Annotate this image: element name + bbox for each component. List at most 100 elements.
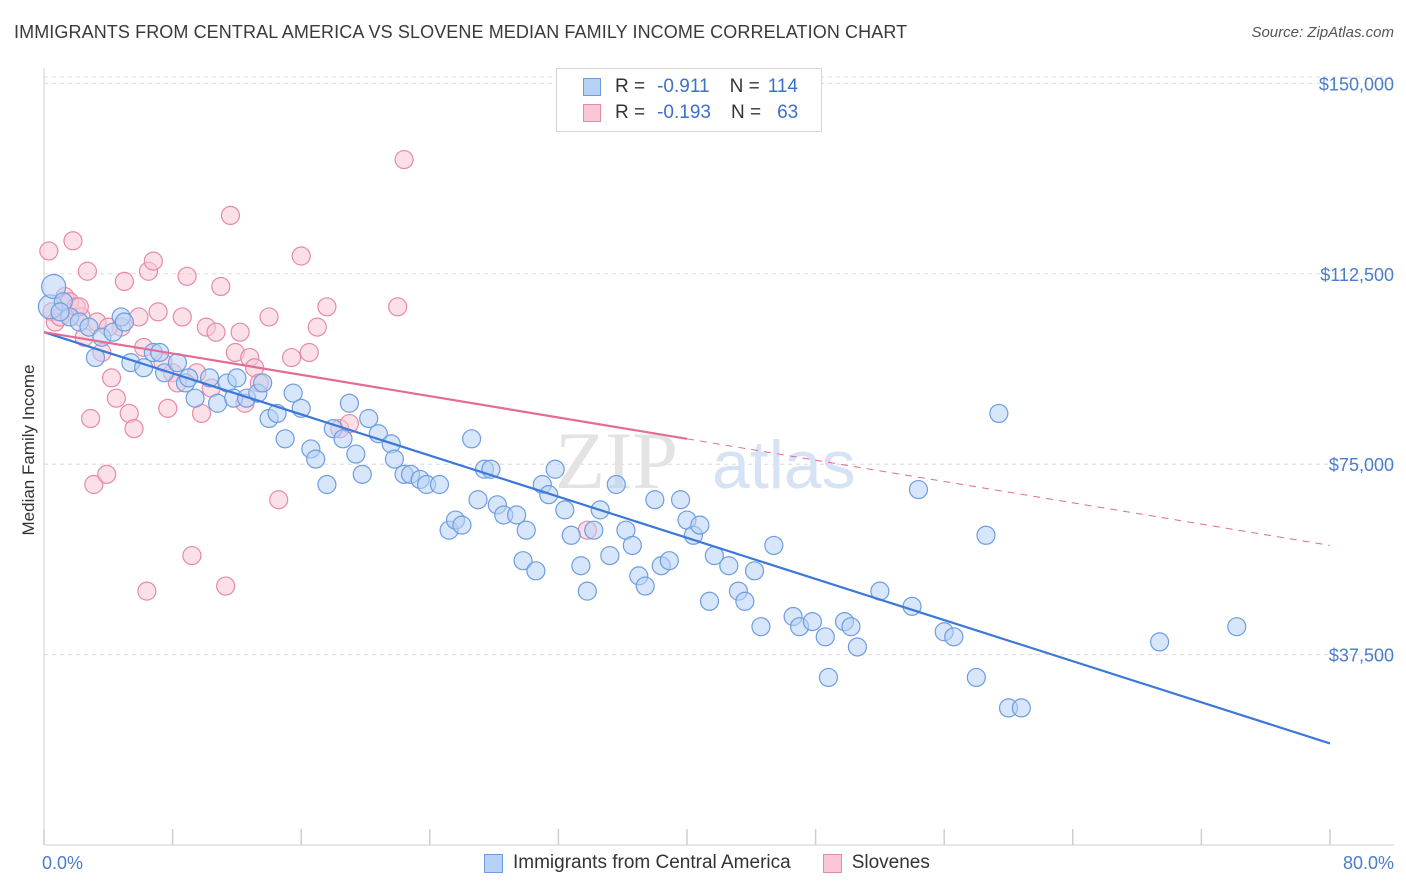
r-label: R =: [615, 102, 646, 123]
point-central-america: [966, 667, 986, 688]
point-central-america: [622, 535, 642, 556]
point-slovenes: [230, 322, 250, 342]
point-central-america: [352, 464, 372, 484]
point-central-america: [114, 312, 134, 332]
point-slovenes: [388, 297, 408, 317]
legend-swatch-slovenes: [583, 104, 601, 122]
point-slovenes: [317, 297, 337, 317]
point-slovenes: [206, 322, 226, 342]
r-value: -0.193: [657, 102, 711, 123]
point-central-america: [346, 444, 366, 464]
point-central-america: [516, 520, 536, 540]
point-central-america: [818, 667, 839, 688]
point-slovenes: [148, 302, 168, 322]
point-central-america: [50, 302, 70, 322]
point-slovenes: [84, 474, 104, 495]
point-slovenes: [77, 261, 98, 281]
legend-label: Immigrants from Central America: [513, 852, 791, 873]
point-central-america: [976, 525, 996, 545]
point-central-america: [744, 561, 765, 581]
point-slovenes: [299, 342, 319, 363]
legend-label: Slovenes: [851, 852, 930, 873]
point-slovenes: [211, 276, 231, 297]
point-slovenes: [124, 419, 144, 439]
point-slovenes: [259, 307, 279, 327]
point-central-america: [690, 515, 710, 535]
trend-line-slovenes: [43, 331, 688, 440]
point-central-america: [1150, 632, 1170, 652]
point-central-america: [606, 474, 626, 495]
point-central-america: [670, 490, 691, 510]
n-value: 114: [767, 76, 798, 97]
point-central-america: [275, 429, 295, 449]
watermark: ZIP atlas: [555, 415, 856, 506]
point-slovenes: [281, 347, 302, 368]
point-central-america: [545, 459, 565, 479]
point-central-america: [555, 500, 575, 520]
y-axis-label: Median Family Income: [19, 364, 38, 535]
point-slovenes: [137, 581, 157, 601]
trend-lines: [43, 331, 1331, 745]
y-tick-label: $150,000: [1319, 74, 1394, 94]
point-central-america: [908, 479, 929, 500]
point-central-america: [208, 393, 228, 413]
point-slovenes: [291, 246, 311, 266]
point-slovenes: [39, 241, 59, 261]
point-slovenes: [63, 231, 83, 251]
legend-swatch: [484, 853, 503, 873]
series-legend: Immigrants from Central America Slovenes: [484, 852, 962, 874]
point-slovenes: [307, 317, 327, 337]
point-slovenes: [269, 490, 289, 510]
legend-item-central-america[interactable]: Immigrants from Central America: [484, 852, 791, 874]
trend-line-central-america: [43, 331, 1331, 745]
point-slovenes: [114, 271, 134, 292]
point-central-america: [659, 551, 679, 571]
point-central-america: [645, 490, 665, 510]
point-central-america: [507, 505, 527, 525]
point-central-america: [944, 627, 964, 647]
chart-title: IMMIGRANTS FROM CENTRAL AMERICA VS SLOVE…: [14, 22, 908, 42]
point-slovenes: [216, 576, 236, 596]
point-slovenes: [177, 266, 197, 286]
point-central-america: [199, 368, 220, 388]
point-central-america: [384, 449, 405, 469]
point-slovenes: [143, 251, 163, 271]
point-central-america: [79, 317, 99, 337]
axes: [43, 68, 1394, 846]
point-slovenes: [220, 205, 241, 225]
point-slovenes: [81, 408, 101, 429]
r-value: -0.911: [657, 76, 710, 97]
point-central-america: [339, 393, 360, 413]
point-slovenes: [158, 398, 178, 418]
r-label: R =: [615, 76, 646, 97]
point-central-america: [468, 490, 488, 510]
point-slovenes: [172, 307, 192, 327]
legend-item-slovenes[interactable]: Slovenes: [822, 852, 930, 874]
point-central-america: [461, 429, 482, 449]
point-slovenes: [182, 545, 202, 566]
source-label: Source: ZipAtlas.com: [1251, 24, 1394, 41]
point-central-america: [452, 515, 472, 535]
stats-legend-row-2: R = -0.193 N = 63: [583, 101, 798, 125]
n-value: 63: [777, 102, 799, 123]
point-central-america: [989, 403, 1009, 424]
legend-swatch: [822, 853, 842, 873]
point-central-america: [561, 525, 581, 545]
x-tick-label-min: 0.0%: [42, 853, 83, 873]
point-central-america: [841, 617, 861, 637]
point-central-america: [306, 449, 326, 469]
point-central-america: [735, 591, 755, 611]
n-label: N =: [730, 102, 762, 123]
point-central-america: [584, 520, 604, 540]
point-central-america: [577, 581, 597, 601]
point-central-america: [719, 556, 739, 576]
n-label: N =: [729, 76, 760, 97]
point-central-america: [317, 474, 337, 495]
point-slovenes: [97, 464, 117, 484]
watermark-atlas: atlas: [712, 427, 856, 503]
y-tick-label: $112,500: [1320, 265, 1394, 285]
point-central-america: [600, 545, 620, 566]
point-slovenes: [101, 368, 122, 388]
point-central-america: [359, 408, 379, 429]
